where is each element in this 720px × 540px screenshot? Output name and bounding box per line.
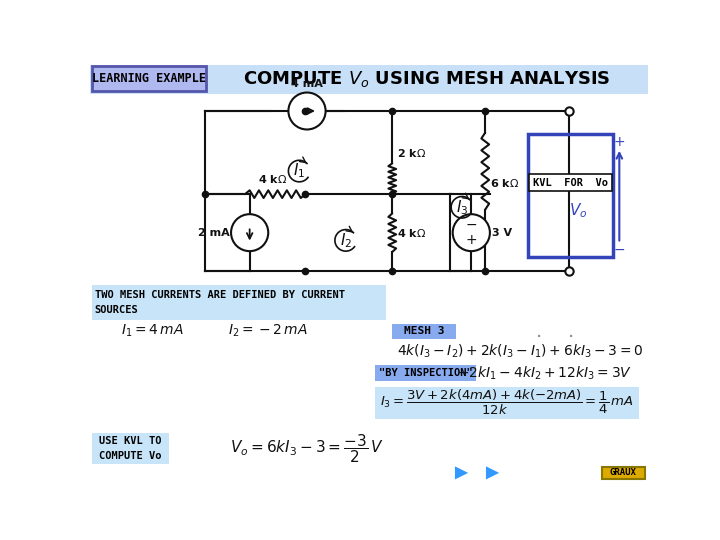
Text: MESH 3: MESH 3: [404, 326, 444, 336]
Text: .: .: [567, 322, 574, 341]
Text: COMPUTE $\mathit{V_o}$ USING MESH ANALYSIS: COMPUTE $\mathit{V_o}$ USING MESH ANALYS…: [243, 70, 611, 90]
FancyBboxPatch shape: [91, 66, 206, 91]
Text: +: +: [466, 233, 477, 247]
FancyBboxPatch shape: [601, 467, 645, 479]
FancyBboxPatch shape: [375, 365, 476, 381]
Text: 4 k$\Omega$: 4 k$\Omega$: [397, 227, 426, 239]
Text: 4 mA: 4 mA: [291, 79, 323, 89]
Circle shape: [231, 214, 269, 251]
Circle shape: [453, 214, 490, 251]
FancyBboxPatch shape: [375, 387, 639, 419]
Circle shape: [289, 92, 325, 130]
Text: 6 k$\Omega$: 6 k$\Omega$: [490, 177, 519, 190]
Text: 4 k$\Omega$: 4 k$\Omega$: [258, 173, 287, 185]
Text: 2 k$\Omega$: 2 k$\Omega$: [397, 146, 426, 159]
Text: GRAUX: GRAUX: [610, 468, 636, 477]
Polygon shape: [485, 465, 500, 481]
Text: LEARNING EXAMPLE: LEARNING EXAMPLE: [92, 72, 206, 85]
Text: $I_3 = \dfrac{3V + 2k(4mA) + 4k(-2mA)}{12k} = \dfrac{1}{4}\,mA$: $I_3 = \dfrac{3V + 2k(4mA) + 4k(-2mA)}{1…: [380, 388, 634, 417]
Text: $-2kI_1 - 4kI_2 + 12kI_3 = 3V$: $-2kI_1 - 4kI_2 + 12kI_3 = 3V$: [456, 364, 631, 381]
Text: USE KVL TO
COMPUTE Vo: USE KVL TO COMPUTE Vo: [99, 436, 161, 461]
Text: "BY INSPECTION": "BY INSPECTION": [379, 368, 472, 378]
Text: −: −: [466, 218, 477, 232]
Text: $\mathit{I_3}$: $\mathit{I_3}$: [456, 198, 468, 217]
FancyBboxPatch shape: [392, 323, 456, 339]
FancyBboxPatch shape: [529, 174, 611, 191]
FancyBboxPatch shape: [91, 433, 169, 464]
Text: $\mathit{V_o}$: $\mathit{V_o}$: [569, 202, 588, 220]
Text: .: .: [536, 322, 543, 341]
Text: KVL  FOR  Vo: KVL FOR Vo: [533, 178, 608, 187]
Text: $I_1 = 4\,mA$: $I_1 = 4\,mA$: [120, 323, 184, 340]
Text: +: +: [613, 135, 625, 149]
Text: 2 mA: 2 mA: [198, 228, 230, 238]
FancyBboxPatch shape: [90, 65, 648, 94]
Text: 3 V: 3 V: [492, 228, 513, 238]
Text: $I_2 = -2\,mA$: $I_2 = -2\,mA$: [228, 323, 308, 340]
Text: $4k(I_3 - I_2) + 2k(I_3 - I_1) + 6kI_3 - 3 = 0$: $4k(I_3 - I_2) + 2k(I_3 - I_1) + 6kI_3 -…: [397, 342, 644, 360]
Text: $\mathit{I_1}$: $\mathit{I_1}$: [293, 161, 305, 180]
Text: −: −: [613, 242, 625, 256]
Text: $V_o = 6kI_3 - 3 = \dfrac{-3}{2}\,V$: $V_o = 6kI_3 - 3 = \dfrac{-3}{2}\,V$: [230, 432, 384, 464]
Text: $\mathit{I_2}$: $\mathit{I_2}$: [340, 231, 352, 249]
Text: TWO MESH CURRENTS ARE DEFINED BY CURRENT
SOURCES: TWO MESH CURRENTS ARE DEFINED BY CURRENT…: [94, 291, 345, 315]
Polygon shape: [454, 465, 469, 481]
FancyBboxPatch shape: [91, 285, 386, 320]
